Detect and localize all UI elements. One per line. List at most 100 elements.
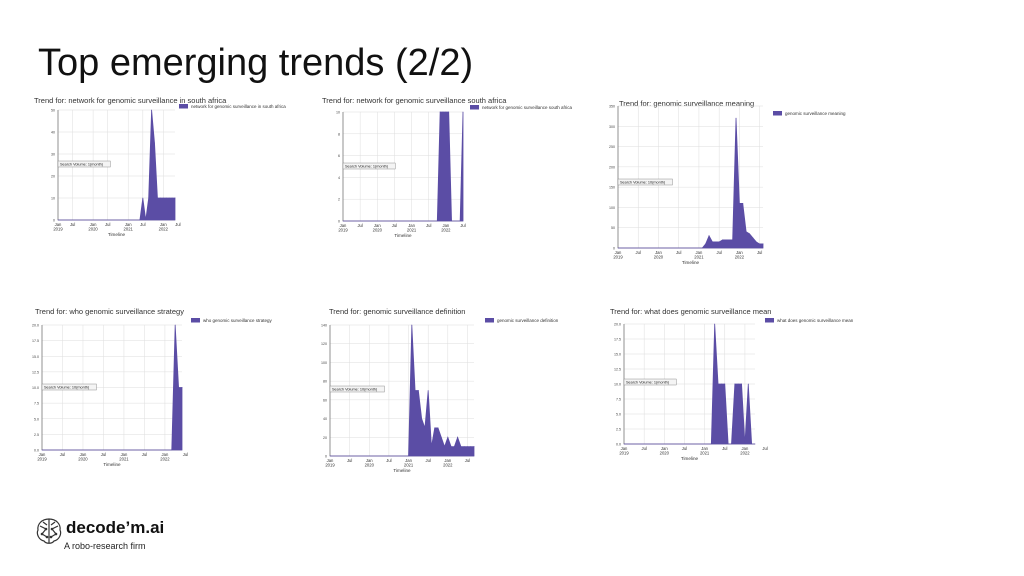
y-tick-label: 0.0 (34, 449, 39, 453)
x-tick-label: Jan (701, 446, 708, 451)
x-tick-label: Jan (121, 452, 128, 457)
x-axis-label: Timeline (681, 456, 699, 461)
data-point (705, 243, 707, 245)
x-tick-year-label: 2020 (88, 227, 98, 232)
data-point (411, 324, 413, 326)
data-point (751, 443, 753, 445)
legend-label: network for genomic surveillance south a… (482, 105, 573, 110)
x-axis-label: Timeline (393, 468, 411, 473)
data-point (57, 219, 59, 221)
data-point (174, 324, 176, 326)
x-tick-label: Jul (386, 458, 391, 463)
data-point (181, 387, 183, 388)
data-point (421, 418, 423, 419)
x-tick-label: Jul (142, 452, 147, 457)
data-point (715, 241, 717, 243)
annotation-box (329, 385, 385, 393)
y-tick-label: 2 (338, 198, 340, 202)
legend-swatch (485, 318, 494, 323)
data-point (718, 241, 720, 243)
x-tick-label: Jan (160, 222, 167, 227)
x-axis-label: Timeline (394, 233, 412, 238)
data-point (708, 235, 710, 237)
data-point (732, 239, 734, 241)
data-point (459, 220, 461, 222)
data-point (755, 241, 757, 243)
x-tick-label: Jan (366, 458, 373, 463)
chart-title: Trend for: network for genomic surveilla… (322, 96, 507, 105)
data-point (151, 109, 153, 111)
x-tick-label: Jan (442, 223, 449, 228)
data-point (724, 383, 726, 385)
data-point (710, 443, 712, 445)
y-tick-label: 7.5 (34, 402, 39, 406)
annotation-box (342, 162, 396, 170)
x-tick-year-label: 2019 (325, 463, 335, 468)
x-tick-label: Jan (655, 250, 662, 255)
y-tick-label: 50 (51, 109, 55, 113)
data-point (154, 142, 155, 144)
data-point (728, 239, 730, 241)
x-tick-year-label: 2022 (159, 227, 169, 232)
data-point (440, 436, 442, 438)
data-point (470, 446, 472, 448)
series-area (330, 324, 475, 457)
data-point (451, 220, 452, 222)
x-tick-year-label: 2021 (694, 255, 704, 260)
y-tick-label: 6 (338, 154, 340, 158)
x-axis-label: Timeline (103, 462, 121, 467)
data-point (427, 390, 429, 391)
data-point (165, 197, 167, 199)
chart-title: Trend for: who genomic surveillance stra… (35, 307, 184, 316)
y-tick-label: 30 (51, 153, 55, 157)
data-point (342, 220, 344, 222)
data-point (453, 446, 455, 448)
x-tick-year-label: 2020 (373, 228, 383, 233)
data-point (473, 446, 475, 448)
data-point (754, 443, 756, 445)
y-tick-label: 80 (323, 380, 327, 384)
legend-label: what does genomic surveillance mean (777, 318, 854, 323)
legend-swatch (773, 111, 782, 116)
x-tick-label: Jul (716, 250, 721, 255)
x-axis-label: Timeline (108, 232, 126, 237)
x-tick-year-label: 2020 (654, 255, 664, 260)
data-point (148, 197, 150, 199)
data-point (460, 446, 462, 448)
data-point (417, 390, 419, 391)
brand-tagline: A robo-research firm (64, 541, 146, 551)
x-tick-label: Jan (125, 222, 132, 227)
y-tick-label: 200 (609, 165, 615, 169)
y-tick-label: 10 (336, 111, 340, 115)
data-point (408, 455, 409, 457)
data-point (448, 111, 450, 113)
slide-title: Top emerging trends (2/2) (38, 42, 474, 84)
y-tick-label: 150 (609, 186, 615, 190)
data-point (742, 202, 744, 204)
data-point (467, 446, 468, 448)
data-point (41, 449, 43, 451)
data-point (414, 390, 416, 391)
y-tick-label: 8 (338, 132, 340, 136)
data-point (727, 443, 729, 445)
x-tick-label: Jul (60, 452, 65, 457)
data-point (162, 197, 164, 199)
data-point (747, 383, 749, 385)
annotation-text: Search Volume: 10(month) (620, 180, 666, 184)
data-point (737, 383, 739, 385)
data-point (450, 446, 452, 448)
legend-swatch (470, 105, 479, 110)
x-tick-label: Jul (357, 223, 362, 228)
data-point (712, 241, 713, 243)
chart-title: Trend for: network for genomic surveilla… (34, 96, 227, 105)
annotation-box (41, 383, 97, 391)
y-tick-label: 10 (51, 197, 55, 201)
brain-logo-icon (36, 518, 62, 544)
annotation-text: Search Volume: 1(month) (345, 164, 389, 168)
